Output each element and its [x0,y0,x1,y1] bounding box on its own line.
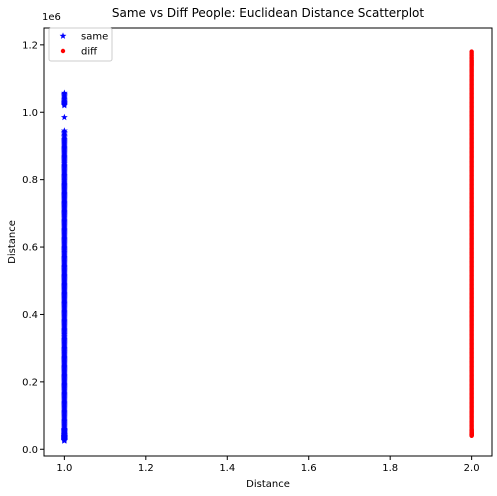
y-axis-ticks: 0.0 0.2 0.4 0.6 0.8 1.0 1.2 [22,40,44,456]
same-point [60,89,68,96]
y-axis-label: Distance [7,220,18,264]
y-tick-label: 0.8 [22,175,38,186]
plot-frame [43,27,493,457]
x-tick-label: 1.0 [56,463,72,474]
data-points [60,49,474,444]
y-tick-label: 0.2 [22,377,38,388]
legend-marker-diff [60,48,66,54]
x-tick-label: 2.0 [464,463,480,474]
legend-item-same: same [59,32,108,43]
legend-label: diff [81,47,98,58]
y-tick-label: 1.0 [22,108,38,119]
legend-label: same [81,32,108,43]
y-tick-label: 1.2 [22,40,38,51]
legend-marker-same [59,32,67,39]
same-point [60,127,68,134]
y-tick-label: 0.0 [22,445,38,456]
x-axis-label: Distance [246,479,290,490]
legend-box [48,27,113,62]
x-tick-label: 1.4 [219,463,235,474]
diff-point [469,49,474,54]
legend: same diff [48,27,113,62]
y-tick-label: 0.6 [22,243,38,254]
y-tick-label: 0.4 [22,310,38,321]
x-tick-label: 1.8 [382,463,398,474]
x-axis-ticks: 1.0 1.2 1.4 1.6 1.8 2.0 [56,456,480,474]
chart-title: Same vs Diff People: Euclidean Distance … [112,6,425,20]
x-tick-label: 1.6 [301,463,317,474]
y-offset-label: 1e6 [42,12,61,23]
series-same [60,89,68,444]
x-tick-label: 1.2 [138,463,154,474]
same-point [60,113,68,121]
series-diff [469,49,474,438]
legend-item-diff: diff [60,47,98,58]
